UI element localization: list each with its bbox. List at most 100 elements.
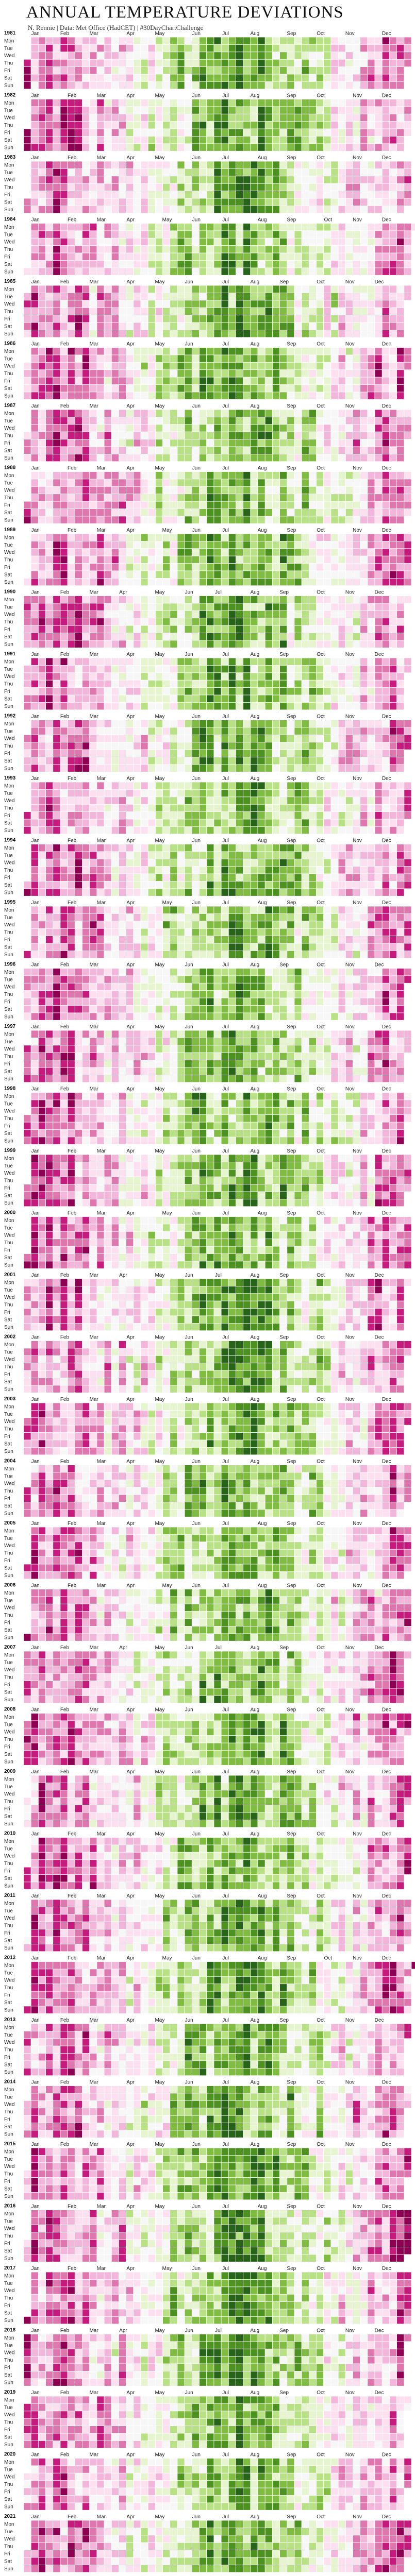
day-cell: [272, 431, 280, 440]
day-cell: [338, 727, 346, 735]
day-cell: [82, 74, 90, 82]
day-cell: [133, 113, 141, 122]
day-cell: [177, 548, 185, 556]
day-cell: [301, 143, 309, 151]
day-cell: [264, 330, 273, 338]
day-cell: [38, 610, 46, 619]
day-cell: [308, 223, 317, 231]
day-cell: [257, 694, 265, 703]
day-cell: [89, 672, 97, 681]
day-cell: [381, 183, 390, 192]
day-cell: [60, 782, 68, 790]
day-cell: [184, 198, 192, 206]
day-cell: [89, 811, 97, 820]
day-cell: [111, 819, 119, 827]
day-cell: [206, 128, 214, 137]
day-cell: [221, 198, 229, 206]
day-cell: [74, 52, 82, 60]
day-cell: [323, 198, 331, 206]
day-label: Sun: [4, 641, 13, 647]
day-cell: [67, 424, 75, 432]
day-cell: [221, 431, 229, 440]
day-cell: [111, 354, 119, 363]
day-cell: [177, 238, 185, 246]
day-cell: [199, 680, 207, 688]
day-cell: [147, 191, 156, 199]
day-cell: [184, 494, 192, 502]
day-cell: [191, 293, 200, 301]
day-cell: [140, 128, 148, 137]
day-cell: [184, 392, 192, 400]
day-label: Wed: [4, 177, 14, 183]
day-cell: [155, 392, 163, 400]
day-cell: [345, 223, 353, 231]
day-cell: [60, 113, 68, 122]
month-label: Oct: [317, 93, 325, 99]
day-cell: [30, 417, 39, 425]
day-cell: [330, 516, 339, 524]
day-cell: [38, 205, 46, 214]
day-cell: [111, 516, 119, 524]
day-cell: [228, 734, 236, 743]
day-cell: [170, 392, 178, 400]
day-cell: [45, 267, 54, 276]
day-cell: [396, 176, 405, 184]
day-cell: [60, 176, 68, 184]
day-cell: [374, 223, 383, 231]
day-cell: [360, 417, 368, 425]
day-cell: [111, 121, 119, 129]
day-cell: [162, 59, 171, 67]
day-cell: [199, 720, 207, 728]
day-cell: [264, 59, 273, 67]
day-cell: [279, 578, 288, 586]
day-cell: [294, 285, 302, 293]
day-cell: [213, 633, 222, 641]
day-cell: [353, 720, 361, 728]
day-cell: [213, 252, 222, 261]
day-cell: [162, 230, 171, 239]
day-cell: [199, 293, 207, 301]
day-cell: [60, 501, 68, 509]
day-cell: [191, 252, 200, 261]
day-cell: [162, 764, 171, 772]
day-cell: [119, 384, 127, 393]
month-label: Nov: [345, 31, 355, 37]
day-cell: [279, 198, 288, 206]
day-cell: [133, 782, 141, 790]
day-cell: [389, 439, 397, 447]
day-cell: [367, 52, 375, 60]
day-cell: [96, 431, 105, 440]
day-cell: [257, 734, 265, 743]
day-cell: [250, 734, 258, 743]
day-cell: [111, 81, 119, 90]
day-cell: [257, 811, 265, 820]
day-cell: [82, 618, 90, 626]
day-cell: [338, 578, 346, 586]
month-label: May: [155, 403, 164, 409]
day-cell: [330, 618, 339, 626]
day-cell: [389, 106, 397, 114]
day-cell: [53, 168, 61, 177]
day-cell: [367, 563, 375, 571]
day-cell: [60, 720, 68, 728]
day-cell: [257, 548, 265, 556]
year-label: 1983: [4, 155, 16, 160]
day-cell: [374, 113, 383, 122]
day-cell: [162, 74, 171, 82]
day-cell: [30, 789, 39, 798]
day-cell: [236, 315, 244, 323]
day-cell: [170, 796, 178, 805]
day-cell: [396, 392, 405, 400]
day-cell: [360, 354, 368, 363]
day-cell: [287, 702, 295, 710]
day-cell: [60, 307, 68, 316]
day-cell: [96, 260, 105, 268]
day-cell: [104, 742, 112, 750]
day-cell: [374, 66, 383, 75]
day-cell: [126, 191, 134, 199]
day-cell: [177, 789, 185, 798]
day-cell: [82, 742, 90, 750]
day-cell: [206, 657, 214, 666]
day-cell: [53, 454, 61, 462]
day-cell: [345, 293, 353, 301]
